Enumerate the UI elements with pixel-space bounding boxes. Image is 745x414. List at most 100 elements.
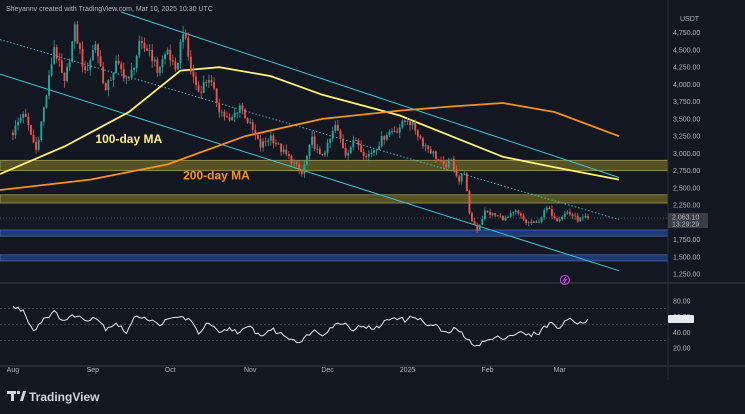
alert-icon-ring [559,274,570,285]
candle-body [102,66,105,84]
candle-body [373,150,375,153]
candle [360,140,363,153]
candle [522,213,525,222]
candle [76,21,79,44]
candle-body [566,211,569,214]
candle [347,149,350,161]
candle [566,210,569,215]
price-tick-label: 2,750.00 [673,168,700,175]
candle-body [86,69,89,71]
candle-body [370,152,373,155]
candle [293,158,295,168]
channel-layer [0,11,620,272]
candle-body [455,169,458,177]
candle-body [153,59,156,62]
candle-body [251,122,254,131]
candle-body [391,131,393,132]
price-tick-label: 3,750.00 [673,99,700,106]
ma-layer: 100-day MA 200-day MA [0,66,620,191]
candle-body [287,154,290,156]
rsi-tick-label: 20.00 [673,346,691,353]
candle [17,117,19,131]
candle [385,132,388,142]
candle-body [383,136,386,140]
candle [53,40,56,65]
tradingview-logo-icon [7,390,26,401]
candle-body [460,173,463,182]
candle [427,145,430,154]
candle-body [42,107,45,122]
candle [107,79,110,97]
candle-body [30,125,32,135]
candle [128,76,130,82]
candle-body [264,141,267,143]
candle-body [259,138,262,148]
time-tick-label: 2025 [400,367,416,374]
candle [200,85,203,100]
candle-body [558,219,561,222]
candle [326,139,329,157]
candle [117,54,120,65]
candle-body [486,210,489,213]
candle-body [197,84,200,92]
candle [249,118,252,125]
candle-body [115,60,117,74]
candle-body [471,213,473,221]
tradingview-logo[interactable]: TradingView [7,390,100,404]
candle [551,205,553,220]
candle [50,57,53,77]
candle [241,102,244,115]
candle-body [267,140,270,142]
candle-body [512,212,515,214]
candle [553,212,556,220]
candle [489,208,491,218]
candle-body [213,82,215,89]
candle-body [192,71,195,77]
candle [259,134,262,152]
candle-body [226,116,228,118]
candle [308,143,311,160]
price-tick-label: 4,750.00 [673,30,700,37]
candle [285,144,288,157]
candle [166,47,169,56]
candle [19,114,22,124]
candle [24,108,27,118]
channel-line [121,11,620,178]
price-tick-label: 3,500.00 [673,116,700,123]
candle-body [494,213,497,216]
candle-body [161,59,164,68]
candle-body [520,213,522,216]
candle-body [440,160,442,162]
candle [300,169,303,177]
candle [424,143,427,152]
candle [14,120,17,140]
candle-body [189,56,192,72]
candle [401,119,404,129]
candle-body [352,140,355,148]
price-tick-label: 1,750.00 [673,237,700,244]
candle-body [84,66,87,70]
candle-body [24,113,27,117]
candle-body [478,224,481,231]
candle [440,156,442,164]
candle [66,63,68,83]
candle-body [19,117,22,122]
candle [264,137,267,147]
candle [267,138,270,147]
candle [228,113,231,122]
candle-body [177,62,179,70]
candle-body [535,221,538,223]
zone-box [0,229,669,237]
candle [538,218,540,224]
candle [540,216,543,224]
candle-body [107,79,110,91]
candle [275,139,277,147]
candle-body [238,105,241,113]
candle-body [187,37,190,57]
candle [89,58,92,76]
candle-body [60,60,63,73]
candle [187,32,190,61]
candle [94,40,97,53]
candle-body [138,41,141,56]
